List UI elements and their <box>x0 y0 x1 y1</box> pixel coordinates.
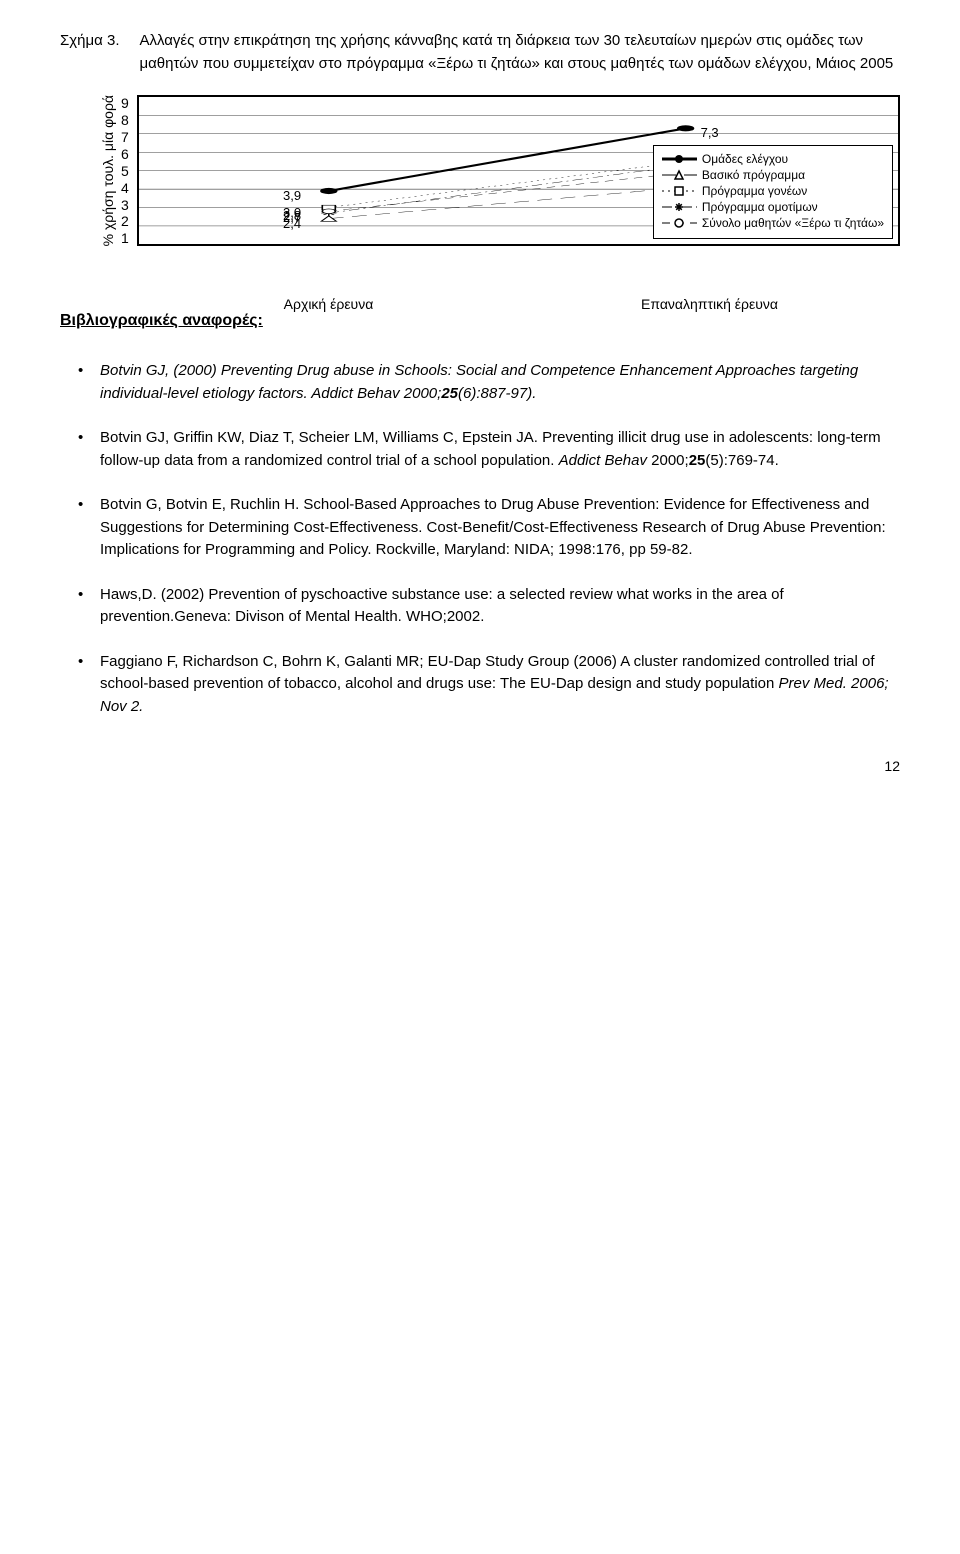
bibliography-item: Botvin GJ, Griffin KW, Diaz T, Scheier L… <box>100 427 900 472</box>
bibliography-item: Botvin GJ, (2000) Preventing Drug abuse … <box>100 360 900 405</box>
data-label: 3,9 <box>283 188 301 203</box>
chart-wrapper: % χρήση τουλ. μία φορά 987654321 Ομάδες … <box>100 95 900 246</box>
figure-header: Σχήμα 3. Αλλαγές στην επικράτηση της χρή… <box>60 30 900 75</box>
y-tick: 7 <box>121 129 129 145</box>
bibliography-item: Botvin G, Botvin E, Ruchlin H. School-Ba… <box>100 494 900 562</box>
y-tick: 1 <box>121 230 129 246</box>
y-tick: 9 <box>121 95 129 111</box>
legend-item: Πρόγραμμα ομοτίμων <box>662 200 884 214</box>
legend-label: Βασικό πρόγραμμα <box>702 168 805 182</box>
x-axis-labels: Αρχική έρευναΕπαναληπτική έρευνα <box>138 296 900 312</box>
legend-item: Βασικό πρόγραμμα <box>662 168 884 182</box>
chart-legend: Ομάδες ελέγχου Βασικό πρόγραμμα Πρόγραμμα … <box>653 145 893 239</box>
bibliography-list: Botvin GJ, (2000) Preventing Drug abuse … <box>60 360 900 718</box>
chart-plot-area: Ομάδες ελέγχου Βασικό πρόγραμμα Πρόγραμμα … <box>137 95 900 246</box>
y-tick: 3 <box>121 197 129 213</box>
data-label: 7,3 <box>701 125 719 140</box>
y-tick: 6 <box>121 146 129 162</box>
y-axis-label: % χρήση τουλ. μία φορά <box>100 95 116 246</box>
legend-item: Ομάδες ελέγχου <box>662 152 884 166</box>
figure-label: Σχήμα 3. <box>60 30 119 53</box>
bibliography-heading: Βιβλιογραφικές αναφορές: <box>60 312 900 330</box>
page-number: 12 <box>60 758 900 774</box>
legend-item: Πρόγραμμα γονέων <box>662 184 884 198</box>
bibliography-item: Faggiano F, Richardson C, Bohrn K, Galan… <box>100 651 900 719</box>
x-label: Αρχική έρευνα <box>138 296 519 312</box>
legend-label: Πρόγραμμα γονέων <box>702 184 807 198</box>
legend-label: Ομάδες ελέγχου <box>702 152 788 166</box>
legend-label: Σύνολο μαθητών «Ξέρω τι ζητάω» <box>702 216 884 230</box>
figure-caption: Αλλαγές στην επικράτηση της χρήσης κάννα… <box>139 30 900 75</box>
x-label: Επαναληπτική έρευνα <box>519 296 900 312</box>
legend-label: Πρόγραμμα ομοτίμων <box>702 200 818 214</box>
legend-item: Σύνολο μαθητών «Ξέρω τι ζητάω» <box>662 216 884 230</box>
data-label: 2,4 <box>283 216 301 231</box>
y-tick: 2 <box>121 213 129 229</box>
bibliography-item: Haws,D. (2002) Prevention of pyschoactiv… <box>100 584 900 629</box>
y-tick: 8 <box>121 112 129 128</box>
y-tick: 5 <box>121 163 129 179</box>
y-tick: 4 <box>121 180 129 196</box>
y-axis-ticks: 987654321 <box>121 95 137 246</box>
